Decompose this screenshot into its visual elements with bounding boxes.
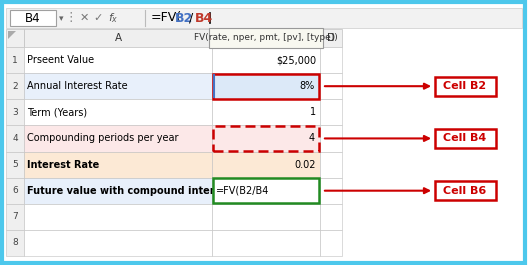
Bar (24, 152, 212, 178)
Text: Cell B2: Cell B2 (444, 81, 487, 91)
Text: 6: 6 (12, 186, 18, 195)
Text: $f_x$: $f_x$ (108, 11, 118, 25)
Text: =FV(B2/B4: =FV(B2/B4 (216, 186, 269, 196)
FancyBboxPatch shape (435, 129, 495, 148)
Bar (24, 125, 212, 152)
Text: B4: B4 (25, 11, 41, 24)
Text: Compounding periods per year: Compounding periods per year (27, 134, 178, 143)
Bar (320, 73, 342, 99)
Text: $25,000: $25,000 (276, 55, 316, 65)
Text: 4: 4 (12, 134, 18, 143)
FancyBboxPatch shape (435, 181, 495, 200)
Bar (24, 47, 212, 73)
Bar (6, 29, 24, 47)
Bar (212, 73, 320, 99)
Text: Cell B6: Cell B6 (444, 186, 487, 196)
Text: 2: 2 (12, 82, 18, 91)
Bar (6, 99, 24, 125)
Text: 8%: 8% (300, 81, 315, 91)
Bar (6, 230, 24, 256)
Bar (320, 178, 342, 204)
Bar (24, 73, 212, 99)
Bar (24, 230, 212, 256)
Bar (320, 29, 342, 47)
Bar (6, 47, 24, 73)
Text: ▾: ▾ (59, 14, 63, 23)
Text: Future value with compound interest: Future value with compound interest (27, 186, 232, 196)
Text: 4: 4 (309, 134, 315, 143)
Text: Interest Rate: Interest Rate (27, 160, 99, 170)
Bar (24, 204, 212, 230)
Bar (212, 152, 320, 178)
Bar (6, 152, 24, 178)
Text: D: D (327, 33, 335, 43)
FancyBboxPatch shape (209, 28, 323, 48)
Bar (212, 178, 320, 204)
Text: B4: B4 (195, 11, 213, 24)
Text: Cell B4: Cell B4 (444, 134, 487, 143)
Text: 1: 1 (12, 56, 18, 65)
Text: B2: B2 (175, 11, 193, 24)
Text: 7: 7 (12, 212, 18, 221)
Text: 0.02: 0.02 (295, 160, 316, 170)
Text: 5: 5 (12, 160, 18, 169)
Text: Prseent Value: Prseent Value (27, 55, 94, 65)
Bar (320, 47, 342, 73)
Text: Term (Years): Term (Years) (27, 107, 87, 117)
Bar (212, 29, 320, 47)
Bar (10, 10, 56, 26)
Text: /: / (189, 11, 193, 24)
Text: 8: 8 (12, 238, 18, 248)
Bar (6, 73, 24, 99)
Bar (320, 125, 342, 152)
Bar (6, 125, 24, 152)
Text: Annual Interest Rate: Annual Interest Rate (27, 81, 128, 91)
Bar (212, 47, 320, 73)
Bar (24, 29, 212, 47)
Bar (24, 178, 212, 204)
Text: ✕: ✕ (79, 13, 89, 23)
Text: A: A (115, 33, 121, 43)
Bar (212, 230, 320, 256)
Bar (213, 74, 319, 99)
Bar (6, 178, 24, 204)
Bar (212, 125, 320, 152)
Bar (320, 152, 342, 178)
Bar (212, 204, 320, 230)
Bar (320, 99, 342, 125)
Bar (24, 99, 212, 125)
Text: 3: 3 (12, 108, 18, 117)
Polygon shape (8, 31, 16, 39)
Bar (213, 126, 319, 151)
Bar (320, 204, 342, 230)
Text: FV(rate, nper, pmt, [pv], [type]): FV(rate, nper, pmt, [pv], [type]) (194, 33, 338, 42)
Bar (6, 204, 24, 230)
Bar (320, 230, 342, 256)
Bar (6, 8, 522, 28)
Text: ⋮: ⋮ (65, 11, 77, 24)
Text: ✓: ✓ (93, 13, 102, 23)
FancyBboxPatch shape (435, 77, 495, 96)
Text: =FV(: =FV( (151, 11, 182, 24)
Text: 1: 1 (310, 107, 316, 117)
Bar (212, 99, 320, 125)
Bar (213, 178, 319, 203)
